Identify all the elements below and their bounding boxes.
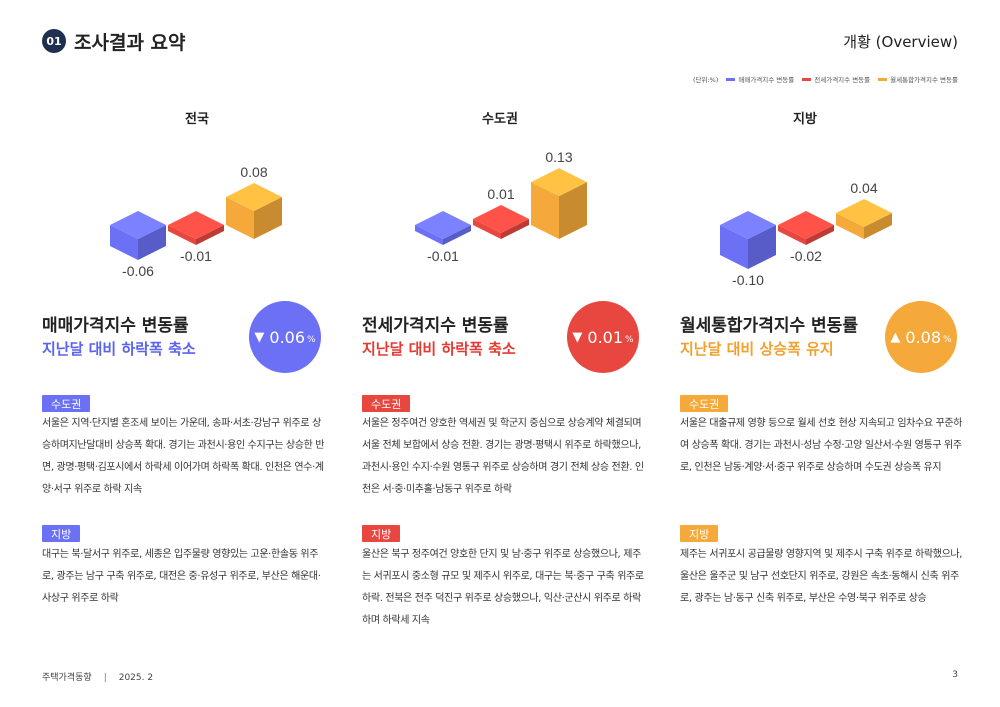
bar-face-left	[836, 213, 864, 239]
bar-face-right	[559, 182, 587, 239]
bar-face-top	[531, 168, 587, 197]
paragraph-capital: 서울은 대출규제 영향 등으로 월세 선호 현상 지속되고 임차수요 꾸준하여 …	[680, 418, 963, 473]
legend-swatch-wolse	[878, 77, 888, 81]
data-label: 0.04	[850, 180, 877, 196]
metric-sub-sale: 지난달 대비 하락폭 축소	[42, 340, 196, 358]
bar-2	[836, 199, 892, 239]
circle-value: 0.01	[587, 327, 624, 347]
bar-1	[473, 205, 529, 239]
bar-face-top	[168, 211, 224, 239]
down-arrow-icon: ▼	[572, 329, 583, 345]
bar-face-top	[473, 205, 529, 233]
tag-capital: 수도권	[362, 395, 411, 412]
legend-swatch-jeonse	[802, 77, 812, 81]
section-label: 개황 (Overview)	[843, 33, 958, 51]
region-title-local: 지방	[793, 112, 817, 127]
circle-unit: %	[625, 334, 634, 345]
bar-face-right	[864, 213, 892, 239]
legend-label-wolse: 월세통합가격지수 변동률	[890, 76, 958, 84]
data-label: -0.06	[122, 263, 154, 279]
footer-title: 주택가격동향	[42, 673, 92, 683]
section-number-badge: 01	[42, 29, 66, 53]
bar-face-right	[501, 219, 529, 239]
up-arrow-icon: ▲	[890, 329, 901, 345]
bar-face-left	[531, 182, 559, 239]
paragraph-capital: 서울은 정주여건 양호한 역세권 및 학군지 중심으로 상승계약 체결되며 서울…	[362, 418, 644, 495]
bar-face-right	[443, 225, 471, 245]
bar-face-right	[806, 225, 834, 245]
legend-label-jeonse: 전세가격지수 변동률	[814, 76, 871, 84]
paragraph-local: 제주는 서귀포시 공급물량 영향지역 및 제주시 구축 위주로 하락했으나, 울…	[680, 549, 963, 604]
change-circle-jeonse: ▼ 0.01 %	[567, 301, 639, 373]
legend-item-jeonse: 전세가격지수 변동률	[802, 74, 870, 84]
legend-item-wolse: 월세통합가격지수 변동률	[878, 74, 958, 84]
metric-sub-jeonse: 지난달 대비 하락폭 축소	[362, 340, 516, 358]
circle-unit: %	[943, 334, 952, 345]
bar-face-top	[778, 211, 834, 239]
data-label: -0.02	[790, 248, 822, 264]
charts-area: -0.06 -0.01 0.08 -0.01 0.01 0.13 -0.10 -0.02 0.0…	[110, 149, 892, 288]
metric-title-sale: 매매가격지수 변동률	[42, 316, 189, 336]
change-circle-wolse: ▲ 0.08 %	[885, 301, 957, 373]
legend-item-sale: 매매가격지수 변동률	[726, 74, 794, 84]
bar-face-top	[836, 199, 892, 227]
bar-face-right	[748, 225, 776, 269]
data-label: 0.13	[545, 149, 572, 165]
bar-face-right	[196, 225, 224, 245]
data-label: 0.01	[487, 186, 514, 202]
region-title-national: 전국	[185, 112, 209, 127]
tag-local: 지방	[680, 525, 719, 542]
metric-title-wolse: 월세통합가격지수 변동률	[680, 316, 858, 336]
legend-label-sale: 매매가격지수 변동률	[738, 76, 795, 84]
legend-unit: (단위:%)	[692, 76, 719, 84]
metric-title-jeonse: 전세가격지수 변동률	[362, 316, 509, 336]
bar-face-left	[415, 225, 443, 245]
region-title-capital: 수도권	[482, 112, 518, 127]
bar-face-left	[473, 219, 501, 239]
tag-local: 지방	[362, 525, 401, 542]
bar-face-top	[720, 211, 776, 239]
data-label: 0.08	[240, 164, 267, 180]
paragraph-local: 울산은 북구 정주여건 양호한 단지 및 남·중구 위주로 상승했으나, 제주는…	[362, 549, 644, 626]
bar-face-left	[720, 225, 748, 269]
circle-value: 0.08	[905, 327, 942, 347]
circle-value: 0.06	[269, 327, 306, 347]
tag-capital: 수도권	[680, 395, 729, 412]
footer-date: 2025. 2	[118, 673, 154, 683]
data-label: -0.01	[427, 248, 459, 264]
footer-publication: 주택가격동향 | 2025. 2	[42, 670, 153, 683]
bar-face-right	[138, 225, 166, 260]
bar-0	[110, 211, 166, 260]
footer-separator: |	[103, 673, 107, 683]
data-label: -0.01	[180, 248, 212, 264]
circle-unit: %	[307, 334, 316, 345]
bar-0	[415, 211, 471, 245]
paragraph-local: 대구는 북·달서구 위주로, 세종은 입주물량 영향있는 고운·한솔동 위주로,…	[42, 549, 321, 604]
down-arrow-icon: ▼	[254, 329, 265, 345]
bar-face-top	[415, 211, 471, 239]
bar-2	[531, 168, 587, 239]
legend: (단위:%) 매매가격지수 변동률 전세가격지수 변동률 월세통합가격지수 변동…	[693, 74, 958, 84]
page-title: 조사결과 요약	[74, 32, 186, 54]
bar-face-left	[778, 225, 806, 245]
page-number: 3	[952, 670, 958, 680]
bar-face-left	[110, 225, 138, 260]
data-label: -0.10	[732, 272, 764, 288]
bar-1	[168, 211, 224, 245]
tag-capital: 수도권	[42, 395, 91, 412]
bar-face-top	[110, 211, 166, 239]
legend-swatch-sale	[726, 77, 736, 81]
paragraph-capital: 서울은 지역·단지별 혼조세 보이는 가운데, 송파·서초·강남구 위주로 상승…	[42, 418, 325, 495]
tag-local: 지방	[42, 525, 81, 542]
metric-sub-wolse: 지난달 대비 상승폭 유지	[680, 340, 834, 358]
change-circle-sale: ▼ 0.06 %	[249, 301, 321, 373]
bar-0	[720, 211, 776, 269]
bar-1	[778, 211, 834, 245]
bar-face-left	[168, 225, 196, 245]
bar-face-top	[226, 183, 282, 211]
bar-2	[226, 183, 282, 239]
